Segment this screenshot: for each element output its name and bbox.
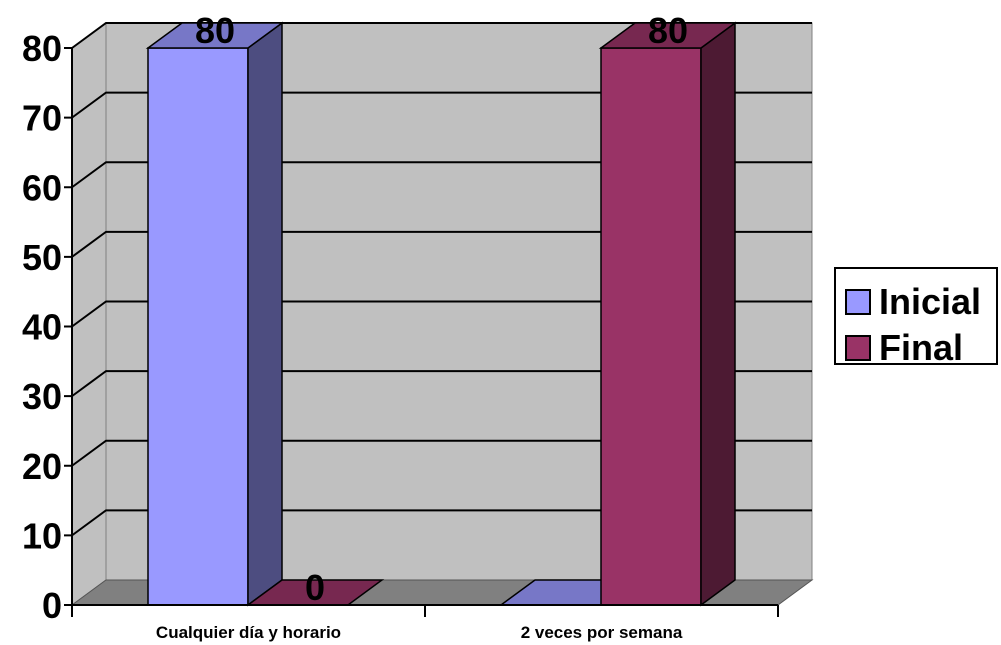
bar-final bbox=[598, 21, 738, 607]
y-tick-label: 20 bbox=[22, 446, 62, 487]
bar-front bbox=[147, 47, 249, 606]
legend: Inicial Final bbox=[834, 267, 998, 368]
y-tick-label: 10 bbox=[22, 515, 62, 556]
data-label: 80 bbox=[195, 10, 235, 51]
bar-inicial bbox=[145, 21, 285, 607]
bar-front bbox=[600, 47, 702, 606]
gridline bbox=[71, 439, 812, 467]
bar-side bbox=[247, 21, 283, 607]
y-tick-label: 60 bbox=[22, 167, 62, 208]
legend-swatch bbox=[845, 335, 871, 361]
gridline bbox=[71, 370, 812, 397]
gridline bbox=[71, 300, 812, 328]
data-labels: 80 0 80 bbox=[195, 10, 688, 608]
bar-top bbox=[598, 22, 738, 49]
gridline bbox=[71, 22, 812, 49]
y-tick-label: 0 bbox=[42, 585, 62, 626]
bar-side bbox=[700, 21, 736, 607]
legend-swatch bbox=[845, 289, 871, 315]
gridlines bbox=[71, 22, 812, 537]
y-axis: 0 10 20 30 40 50 60 70 80 bbox=[22, 28, 73, 626]
y-tick-label: 80 bbox=[22, 28, 62, 69]
y-tick-label: 30 bbox=[22, 376, 62, 417]
gridline bbox=[71, 230, 812, 258]
data-label: 0 bbox=[305, 567, 325, 608]
data-label: 80 bbox=[648, 10, 688, 51]
gridline bbox=[71, 161, 812, 189]
x-axis: Cualquier día y horario 2 veces por seman… bbox=[71, 604, 779, 642]
bar-top bbox=[145, 22, 285, 49]
legend-label: Final bbox=[879, 327, 963, 368]
bars bbox=[145, 21, 738, 607]
x-category-label: 2 veces por semana bbox=[521, 623, 683, 642]
y-tick-label: 40 bbox=[22, 307, 62, 348]
legend-label: Inicial bbox=[879, 281, 981, 322]
y-tick-label: 50 bbox=[22, 237, 62, 278]
x-category-label: Cualquier día y horario bbox=[156, 623, 341, 642]
gridline bbox=[71, 91, 812, 119]
y-tick-label: 70 bbox=[22, 98, 62, 139]
gridline bbox=[71, 509, 812, 537]
